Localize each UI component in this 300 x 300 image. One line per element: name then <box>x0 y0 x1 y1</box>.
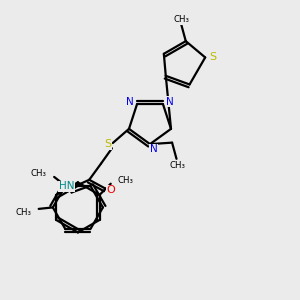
Text: HN: HN <box>59 181 74 191</box>
Text: N: N <box>150 144 158 154</box>
Text: N: N <box>126 97 134 107</box>
Text: CH₃: CH₃ <box>170 161 186 170</box>
Text: CH₃: CH₃ <box>15 208 31 217</box>
Text: CH₃: CH₃ <box>117 176 133 185</box>
Text: O: O <box>106 185 115 195</box>
Text: CH₃: CH₃ <box>173 15 189 24</box>
Text: S: S <box>104 140 111 149</box>
Text: N: N <box>167 97 174 107</box>
Text: CH₃: CH₃ <box>31 169 47 178</box>
Text: S: S <box>209 52 216 62</box>
